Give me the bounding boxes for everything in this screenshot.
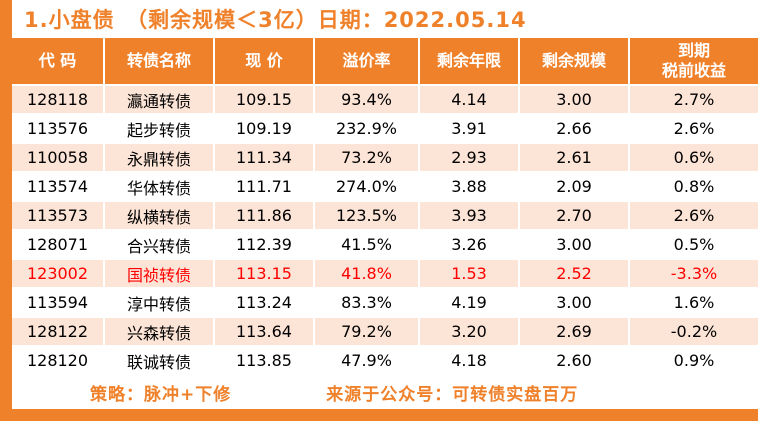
cell-code: 113574 — [12, 173, 105, 200]
cell-name: 淳中转债 — [105, 289, 215, 316]
cell-price: 111.71 — [215, 173, 315, 200]
cell-price: 109.15 — [215, 86, 315, 113]
cell-name: 兴森转债 — [105, 318, 215, 345]
cell-remaining-years: 3.93 — [420, 202, 520, 229]
cell-code: 123002 — [12, 260, 105, 287]
cell-remaining-scale: 2.09 — [520, 173, 630, 200]
cell-ytm-pretax: 0.9% — [673, 351, 715, 370]
cell-remaining-scale: 2.52 — [520, 260, 630, 287]
cell-premium-rate: 47.9% — [315, 347, 420, 374]
table-row: 128120 联诚转债 113.85 47.9% 4.18 2.60 0.9% — [12, 347, 758, 376]
cell-ytm-pretax: 1.6% — [673, 293, 715, 312]
cell-premium-rate: 232.9% — [315, 115, 420, 142]
cell-remaining-years: 4.14 — [420, 86, 520, 113]
cell-ytm-pretax: 2.6% — [673, 206, 715, 225]
cell-name: 起步转债 — [105, 115, 215, 142]
cell-ytm-pretax: 0.8% — [673, 177, 715, 196]
cell-code: 128071 — [12, 231, 105, 258]
cell-code: 113573 — [12, 202, 105, 229]
cell-ytm-pretax: 0.6% — [673, 148, 715, 167]
cell-name: 瀛通转债 — [105, 86, 215, 113]
cell-code: 113594 — [12, 289, 105, 316]
cell-name: 联诚转债 — [105, 347, 215, 374]
col-header-ytm-pretax: 到期 税前收益 — [661, 41, 726, 80]
cell-ytm-pretax: -0.2% — [670, 322, 718, 341]
cell-premium-rate: 41.8% — [315, 260, 420, 287]
strategy-note: 策略：脉冲+下修 — [90, 385, 232, 405]
cell-name: 纵横转债 — [105, 202, 215, 229]
cell-price: 111.34 — [215, 144, 315, 171]
cell-remaining-years: 4.19 — [420, 289, 520, 316]
col-header-price: 现 价 — [215, 38, 315, 84]
page-title: 1.小盘债 （剩余规模＜3亿）日期：2022.05.14 — [24, 8, 527, 32]
bond-table: 代 码 转债名称 现 价 溢价率 剩余年限 剩余规模 到期 税前收益 12811… — [12, 38, 758, 376]
cell-code: 110058 — [12, 144, 105, 171]
cell-premium-rate: 79.2% — [315, 318, 420, 345]
table-row: 113574 华体转债 111.71 274.0% 3.88 2.09 0.8% — [12, 173, 758, 202]
cell-code: 113576 — [12, 115, 105, 142]
cell-name: 永鼎转债 — [105, 144, 215, 171]
cell-remaining-scale: 2.66 — [520, 115, 630, 142]
table-row: 128118 瀛通转债 109.15 93.4% 4.14 3.00 2.7% — [12, 86, 758, 115]
cell-remaining-years: 3.20 — [420, 318, 520, 345]
cell-code: 128122 — [12, 318, 105, 345]
table-row: 128071 合兴转债 112.39 41.5% 3.26 3.00 0.5% — [12, 231, 758, 260]
cell-remaining-years: 3.88 — [420, 173, 520, 200]
footer: 策略：脉冲+下修 来源于公众号：可转债实盘百万 — [12, 376, 758, 409]
table-row: 123002 国祯转债 113.15 41.8% 1.53 2.52 -3.3% — [12, 260, 758, 289]
col-header-remaining-scale: 剩余规模 — [520, 38, 630, 84]
col-header-remaining-years: 剩余年限 — [420, 38, 520, 84]
content-area: 1.小盘债 （剩余规模＜3亿）日期：2022.05.14 代 码 转债名称 现 … — [12, 0, 758, 409]
cell-remaining-scale: 3.00 — [520, 289, 630, 316]
table-row: 113573 纵横转债 111.86 123.5% 3.93 2.70 2.6% — [12, 202, 758, 231]
cell-ytm-pretax: 2.6% — [673, 119, 715, 138]
cell-remaining-scale: 3.00 — [520, 86, 630, 113]
cell-price: 113.15 — [215, 260, 315, 287]
left-accent-bar — [0, 0, 12, 421]
col-header-name: 转债名称 — [105, 38, 215, 84]
source-note: 来源于公众号：可转债实盘百万 — [326, 385, 579, 405]
table-row: 128122 兴森转债 113.64 79.2% 3.20 2.69 -0.2% — [12, 318, 758, 347]
cell-price: 113.24 — [215, 289, 315, 316]
table-body: 128118 瀛通转债 109.15 93.4% 4.14 3.00 2.7% … — [12, 86, 758, 376]
table-row: 110058 永鼎转债 111.34 73.2% 2.93 2.61 0.6% — [12, 144, 758, 173]
cell-ytm-pretax: -3.3% — [670, 264, 718, 283]
cell-code: 128120 — [12, 347, 105, 374]
cell-code: 128118 — [12, 86, 105, 113]
cell-price: 113.64 — [215, 318, 315, 345]
table-row: 113594 淳中转债 113.24 83.3% 4.19 3.00 1.6% — [12, 289, 758, 318]
cell-ytm-pretax: 0.5% — [673, 235, 715, 254]
cell-premium-rate: 73.2% — [315, 144, 420, 171]
cell-premium-rate: 123.5% — [315, 202, 420, 229]
cell-remaining-scale: 3.00 — [520, 231, 630, 258]
cell-remaining-years: 3.91 — [420, 115, 520, 142]
col-header-code: 代 码 — [12, 38, 105, 84]
bottom-accent-bar — [0, 409, 758, 421]
cell-remaining-years: 2.93 — [420, 144, 520, 171]
cell-premium-rate: 93.4% — [315, 86, 420, 113]
cell-ytm-pretax: 2.7% — [673, 90, 715, 109]
cell-premium-rate: 83.3% — [315, 289, 420, 316]
cell-name: 合兴转债 — [105, 231, 215, 258]
cell-price: 112.39 — [215, 231, 315, 258]
cell-remaining-years: 3.26 — [420, 231, 520, 258]
cell-remaining-years: 1.53 — [420, 260, 520, 287]
cell-remaining-scale: 2.60 — [520, 347, 630, 374]
cell-remaining-scale: 2.69 — [520, 318, 630, 345]
cell-price: 111.86 — [215, 202, 315, 229]
col-header-premium-rate: 溢价率 — [315, 38, 420, 84]
cell-premium-rate: 274.0% — [315, 173, 420, 200]
table-header-row: 代 码 转债名称 现 价 溢价率 剩余年限 剩余规模 到期 税前收益 — [12, 38, 758, 86]
cell-remaining-years: 4.18 — [420, 347, 520, 374]
cell-remaining-scale: 2.61 — [520, 144, 630, 171]
cell-premium-rate: 41.5% — [315, 231, 420, 258]
cell-price: 109.19 — [215, 115, 315, 142]
table-row: 113576 起步转债 109.19 232.9% 3.91 2.66 2.6% — [12, 115, 758, 144]
cell-price: 113.85 — [215, 347, 315, 374]
cell-name: 国祯转债 — [105, 260, 215, 287]
cell-name: 华体转债 — [105, 173, 215, 200]
cell-remaining-scale: 2.70 — [520, 202, 630, 229]
